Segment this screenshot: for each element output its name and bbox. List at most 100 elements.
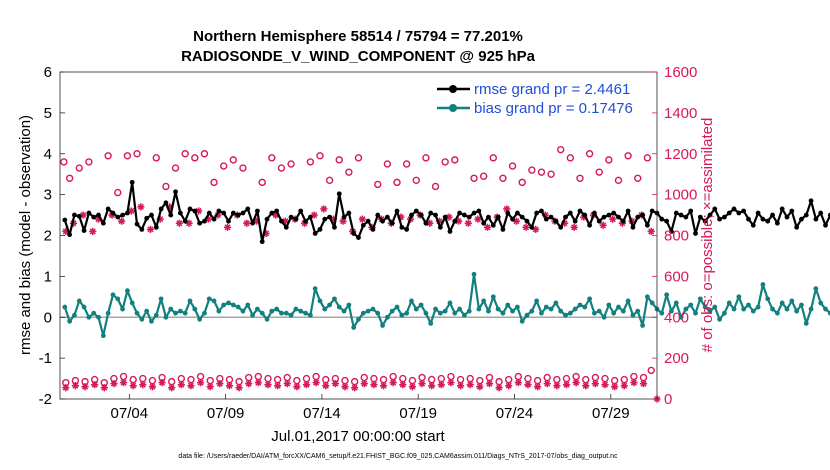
bias-series-point: [755, 304, 761, 310]
rmse-series-point: [389, 220, 395, 226]
rmse-series-point: [519, 214, 525, 220]
obs-assimilated-marker: [360, 380, 368, 388]
obs-assimilated-marker: [428, 382, 436, 390]
bias-series-point: [827, 310, 830, 316]
obs-assimilated-marker: [464, 219, 472, 227]
rmse-series-point: [211, 216, 217, 222]
obs-assimilated-marker: [399, 381, 407, 389]
bias-series-point: [736, 294, 742, 300]
rmse-series-point: [712, 206, 718, 212]
obs-assimilated-marker: [647, 227, 655, 236]
obs-assimilated-marker: [146, 225, 155, 233]
rmse-series-point: [240, 210, 246, 216]
bias-series-point: [91, 310, 97, 316]
rmse-series-point: [110, 210, 116, 216]
bias-series-point: [746, 302, 751, 308]
obs-assimilated-marker: [609, 215, 617, 223]
bias-series-point: [370, 306, 376, 312]
bias-series-point: [389, 308, 395, 314]
rmse-series-point: [437, 224, 443, 230]
y-axis-right-label: # of obs: o=possible; ×=assimilated: [699, 118, 716, 353]
obs-assimilated-marker: [281, 217, 289, 225]
rmse-series-point: [722, 214, 727, 220]
bias-series-point: [649, 300, 655, 306]
bias-series-point: [823, 306, 828, 312]
bias-series-point: [784, 306, 790, 312]
bias-series-point: [572, 306, 578, 312]
obs-possible-marker: [345, 168, 353, 176]
bias-series-point: [789, 298, 795, 304]
rmse-series-point: [125, 210, 130, 216]
bias-series-point: [529, 308, 535, 314]
rmse-series-point: [582, 212, 588, 218]
obs-possible-marker: [354, 154, 363, 162]
rmse-series-point: [635, 214, 641, 220]
bias-series-point: [221, 302, 227, 308]
obs-assimilated-marker: [329, 215, 338, 223]
rmse-series-point: [808, 198, 814, 204]
bias-series-point: [774, 310, 780, 316]
obs-assimilated-marker: [514, 379, 522, 387]
rmse-series-point: [539, 208, 544, 214]
obs-possible-marker: [422, 154, 430, 162]
obs-assimilated-marker: [322, 382, 330, 390]
bias-series-point: [105, 310, 111, 316]
rmse-series-point: [818, 210, 824, 216]
rmse-series-point: [341, 214, 347, 220]
bias-series-point: [129, 300, 135, 306]
y-right-tick-label: 1600: [664, 64, 697, 81]
rmse-series-point: [67, 232, 73, 238]
rmse-series-point: [770, 212, 775, 218]
obs-assimilated-marker: [476, 383, 484, 391]
bias-series-point: [471, 271, 477, 277]
rmse-series-point: [230, 210, 236, 216]
rmse-series-point: [669, 229, 674, 234]
bias-series-point: [486, 308, 491, 314]
rmse-series-point: [490, 222, 496, 228]
bias-series-point: [279, 310, 284, 316]
obs-assimilated-marker: [274, 382, 282, 390]
rmse-series-point: [187, 206, 193, 212]
obs-assimilated-marker: [168, 384, 176, 392]
bias-series-point: [341, 308, 347, 314]
obs-assimilated-marker: [302, 381, 311, 389]
obs-assimilated-marker: [118, 217, 126, 225]
obs-possible-marker: [306, 158, 315, 166]
obs-assimilated-marker: [252, 217, 261, 225]
bias-series-point: [452, 310, 458, 316]
rmse-series-point: [717, 216, 722, 222]
bias-series-point: [659, 310, 665, 316]
bias-series-point: [611, 310, 617, 316]
bias-series-point: [327, 302, 333, 308]
bias-series-point: [360, 310, 366, 316]
rmse-series-point: [418, 212, 424, 218]
rmse-series-point: [616, 214, 621, 220]
rmse-series-point: [298, 208, 304, 214]
bias-series-point: [67, 318, 73, 324]
bias-series-point: [62, 304, 68, 310]
obs-assimilated-marker: [137, 203, 145, 211]
obs-assimilated-marker: [505, 382, 513, 390]
bias-series-point: [428, 320, 434, 326]
obs-assimilated-marker: [331, 380, 339, 388]
rmse-series-point: [774, 220, 780, 226]
bias-series-point: [601, 314, 607, 320]
bias-series-point: [413, 306, 419, 312]
rmse-series-point: [375, 212, 381, 218]
obs-possible-marker: [191, 154, 199, 162]
rmse-series-point: [644, 222, 650, 228]
rmse-series-point: [394, 208, 400, 214]
y-left-tick-label: 1: [44, 268, 52, 285]
obs-assimilated-marker: [166, 203, 174, 211]
rmse-series-point: [134, 221, 140, 227]
bias-series-point: [457, 306, 463, 312]
bias-series-point: [230, 302, 236, 308]
rmse-series-point: [649, 208, 655, 214]
obs-assimilated-marker: [71, 382, 80, 390]
bias-series-point: [332, 296, 337, 302]
bias-series-point: [423, 310, 429, 316]
obs-assimilated-marker: [175, 219, 183, 227]
bias-series-point: [375, 310, 381, 316]
rmse-series-point: [688, 208, 694, 214]
obs-possible-marker: [451, 156, 459, 164]
